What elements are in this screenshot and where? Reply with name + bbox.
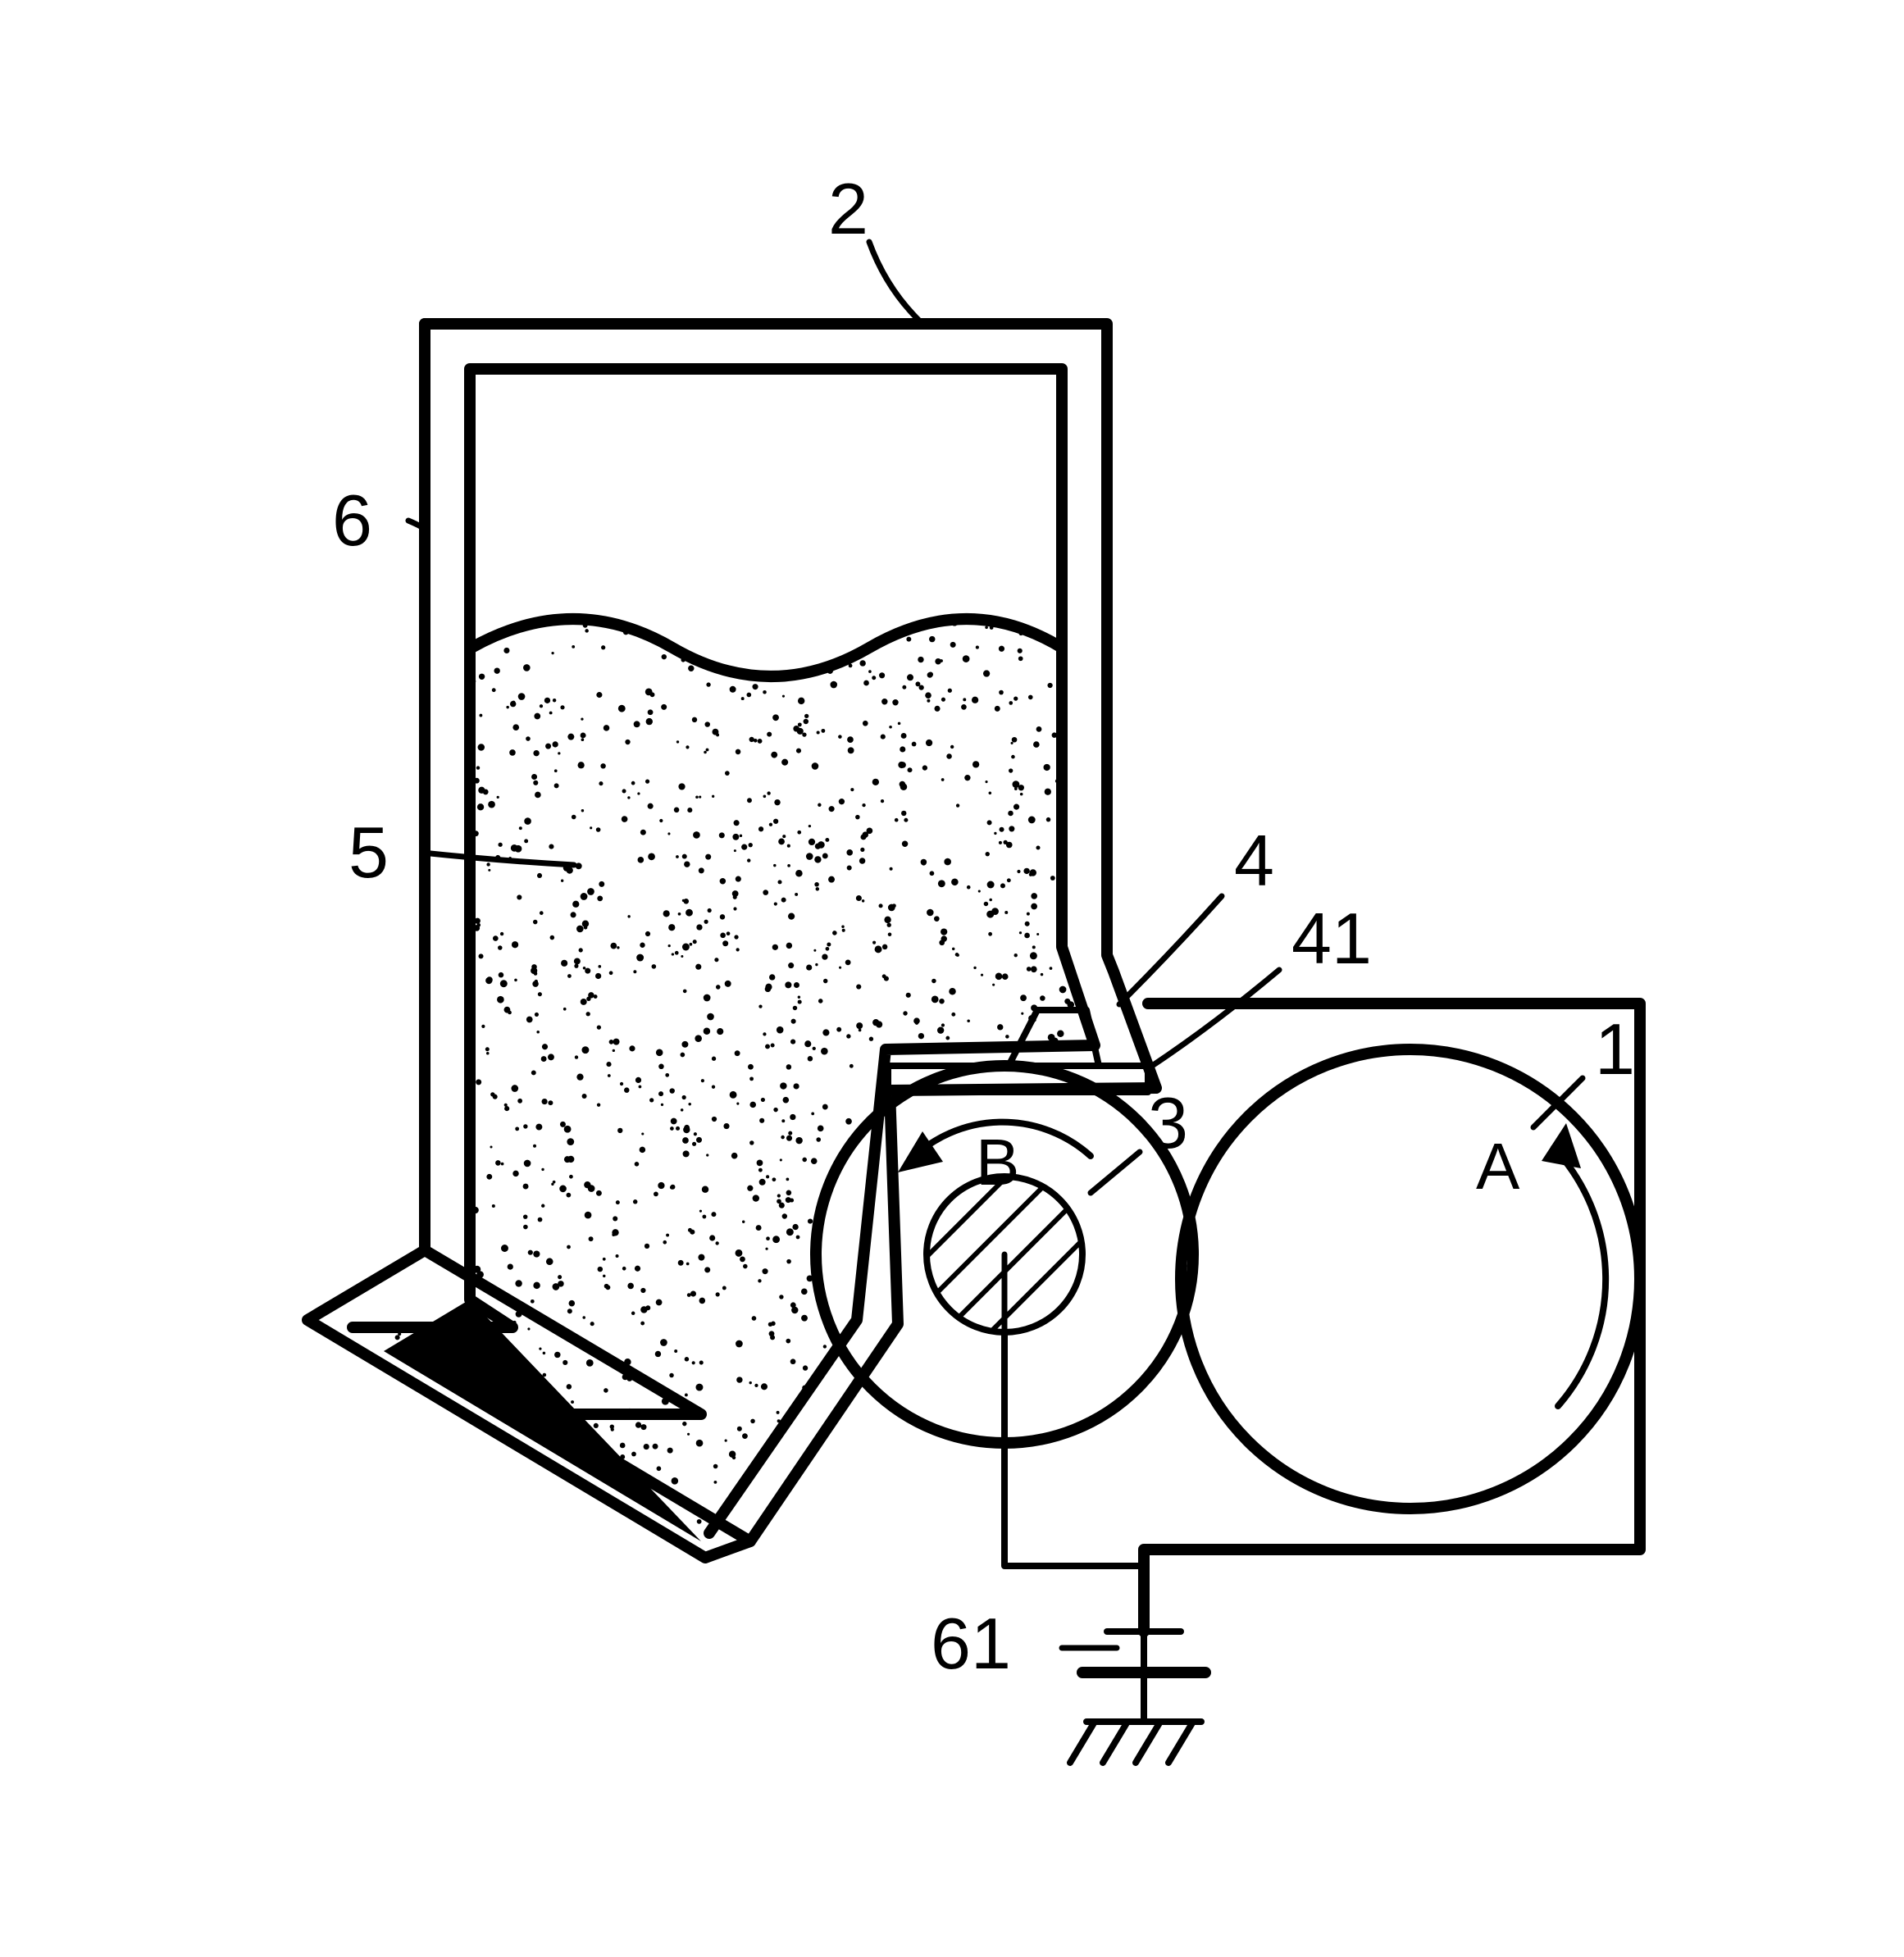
label-5: 5 — [348, 812, 389, 893]
label-61: 61 — [931, 1603, 1011, 1684]
label-6: 6 — [332, 480, 372, 561]
label-41: 41 — [1291, 898, 1372, 979]
label-4: 4 — [1234, 820, 1274, 901]
label-A: A — [1476, 1130, 1520, 1203]
hopper-container — [307, 324, 1156, 1566]
label-3: 3 — [1148, 1082, 1188, 1163]
label-2: 2 — [828, 168, 868, 249]
label-B: B — [976, 1126, 1019, 1199]
label-1: 1 — [1595, 1008, 1635, 1090]
photosensitive-roller — [1181, 1049, 1640, 1509]
